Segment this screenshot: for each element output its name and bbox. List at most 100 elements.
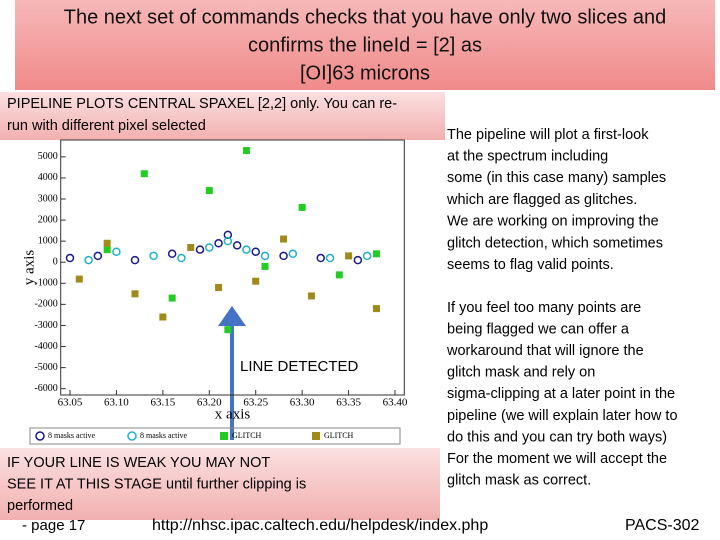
- plot-note: PIPELINE PLOTS CENTRAL SPAXEL [2,2] only…: [7, 96, 397, 112]
- description: do this and you can try both ways): [447, 429, 667, 445]
- y-tick-label: -2000: [34, 299, 57, 310]
- point: [103, 239, 111, 247]
- description: glitch mask and rely on: [447, 365, 595, 381]
- point: [168, 294, 176, 302]
- point: [187, 243, 195, 251]
- doc-code: PACS-302: [625, 517, 700, 534]
- description: glitch detection, which sometimes: [447, 235, 663, 251]
- y-tick-label: 3000: [38, 193, 58, 204]
- point: [335, 271, 343, 279]
- x-tick-label: 63.15: [150, 397, 175, 409]
- title-box: [15, 0, 715, 90]
- warning: IF YOUR LINE IS WEAK YOU MAY NOT: [7, 455, 270, 471]
- x-tick-label: 63.30: [290, 397, 315, 409]
- warning-box: [0, 448, 440, 520]
- annotation: LINE DETECTED: [240, 358, 359, 375]
- x-axis-label: x axis: [215, 406, 251, 422]
- description: at the spectrum including: [447, 149, 608, 165]
- point: [205, 187, 213, 195]
- y-tick-label: 4000: [38, 172, 58, 183]
- point: [224, 326, 232, 334]
- y-tick-label: 1000: [38, 235, 58, 246]
- y-tick-label: -1000: [34, 278, 57, 289]
- page-number: - page 17: [22, 517, 85, 534]
- description: being flagged we can offer a: [447, 321, 630, 337]
- point: [140, 170, 148, 178]
- point: [205, 243, 214, 252]
- legend-box: [29, 427, 401, 445]
- legend-label: 8 masks active: [140, 431, 188, 440]
- point: [103, 246, 111, 254]
- x-tick-label: 63.05: [58, 397, 83, 409]
- legend-label: GLITCH: [324, 431, 354, 440]
- point: [159, 313, 167, 321]
- legend-marker: [220, 432, 228, 440]
- x-tick-label: 63.10: [104, 397, 129, 409]
- legend-label: GLITCH: [232, 431, 262, 440]
- point: [214, 239, 223, 248]
- legend-marker: [312, 432, 320, 440]
- point: [251, 247, 260, 256]
- description: seems to flag valid points.: [447, 257, 614, 273]
- point: [215, 284, 223, 292]
- point: [325, 253, 335, 263]
- description: some (in this case many) samples: [447, 170, 666, 186]
- x-tick-label: 63.40: [383, 397, 408, 409]
- point: [252, 277, 260, 285]
- y-tick-label: 2000: [38, 214, 58, 225]
- point: [307, 292, 315, 300]
- title: The next set of commands checks that you…: [64, 6, 667, 28]
- y-tick-label: 5000: [38, 151, 58, 162]
- point: [149, 251, 158, 261]
- y-tick-label: -5000: [34, 362, 57, 373]
- warning: SEE IT AT THIS STAGE until further clipp…: [7, 476, 306, 492]
- title: confirms the lineId = [2] as: [248, 34, 482, 56]
- point: [279, 251, 288, 261]
- point: [75, 275, 83, 283]
- description: We are working on improving the: [447, 214, 659, 230]
- note-box: [0, 92, 445, 140]
- y-axis-label: y axis: [21, 250, 37, 286]
- y-tick-label: -6000: [34, 383, 57, 394]
- legend-marker: [127, 431, 137, 441]
- point: [353, 255, 363, 265]
- point: [84, 255, 93, 265]
- y-tick-label: 0: [53, 257, 58, 268]
- description: which are flagged as glitches.: [446, 192, 637, 208]
- point: [372, 305, 380, 313]
- point: [195, 245, 205, 254]
- description: pipeline (we will explain later how to: [447, 408, 678, 424]
- point: [372, 250, 380, 258]
- legend-label: 8 masks active: [48, 431, 96, 440]
- point: [288, 249, 298, 259]
- point: [177, 253, 186, 263]
- point: [130, 255, 140, 265]
- x-tick-label: 63.25: [243, 397, 268, 409]
- point: [242, 245, 251, 254]
- point: [232, 241, 242, 250]
- point: [131, 290, 139, 298]
- url: http://nhsc.ipac.caltech.edu/helpdesk/in…: [152, 517, 488, 534]
- warning: performed: [7, 498, 73, 514]
- point: [345, 252, 353, 260]
- description: sigma-clipping at a later point in the: [447, 386, 675, 402]
- x-tick-label: 63.35: [336, 397, 361, 409]
- title: [OI]63 microns: [300, 62, 430, 84]
- description: workaround that will ignore the: [446, 343, 644, 359]
- arrow-head: [218, 306, 246, 326]
- y-tick-label: -3000: [34, 320, 57, 331]
- point: [261, 262, 269, 270]
- point: [280, 235, 288, 243]
- point: [112, 247, 121, 256]
- point: [242, 147, 250, 155]
- x-tick-label: 63.20: [197, 397, 222, 409]
- point: [65, 253, 75, 263]
- description: For the moment we will accept the: [447, 451, 667, 467]
- legend-marker: [35, 431, 45, 441]
- point: [167, 249, 177, 259]
- description: glitch mask as correct.: [447, 473, 591, 489]
- point: [362, 251, 372, 261]
- point: [260, 251, 270, 261]
